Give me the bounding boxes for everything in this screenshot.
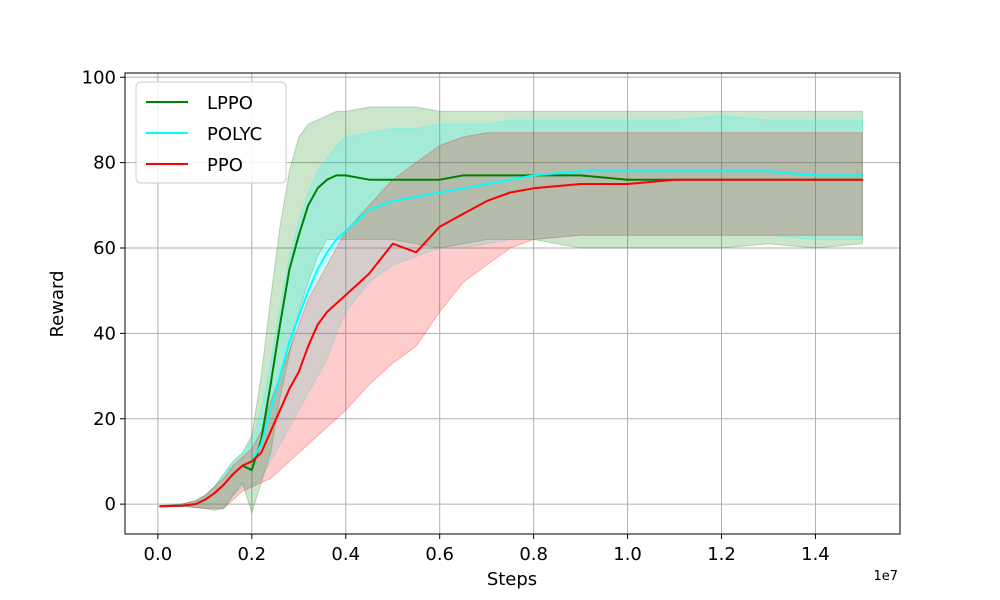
confidence-bands <box>159 106 863 515</box>
legend-label-lppo: LPPO <box>207 93 253 114</box>
x-tick-label: 0.6 <box>425 544 454 565</box>
x-tick-label: 1.2 <box>707 544 736 565</box>
x-tick-label: 0.4 <box>331 544 360 565</box>
band-lppo <box>159 106 863 515</box>
series-lines <box>159 170 864 508</box>
x-tick-label: 0.8 <box>519 544 548 565</box>
y-tick-label: 60 <box>93 238 116 259</box>
x-tick-label: 0.2 <box>237 544 266 565</box>
legend-label-ppo: PPO <box>207 155 243 176</box>
y-axis-label: Reward <box>47 270 68 337</box>
plot-frame <box>124 72 901 535</box>
x-tick-label: 0.0 <box>144 544 173 565</box>
band-polyc <box>159 115 863 509</box>
y-tick-label: 100 <box>82 67 116 88</box>
y-tick-label: 40 <box>93 323 116 344</box>
legend: LPPO POLYC PPO <box>135 81 287 184</box>
grid <box>125 73 900 534</box>
x-tick-label: 1.4 <box>801 544 830 565</box>
y-tick-label: 80 <box>93 153 116 174</box>
line-ppo <box>159 178 864 508</box>
x-axis-ticks: 0.0 0.2 0.4 0.6 0.8 1.0 1.2 1.4 <box>144 534 830 565</box>
x-tick-label: 1.0 <box>613 544 642 565</box>
y-axis-ticks: 0 20 40 60 80 100 <box>82 67 125 515</box>
y-tick-label: 0 <box>105 494 116 515</box>
x-axis-label: Steps <box>487 569 537 590</box>
legend-label-polyc: POLYC <box>207 124 262 145</box>
x-axis-offset-label: 1e7 <box>873 569 898 584</box>
legend-box <box>135 81 287 184</box>
y-tick-label: 20 <box>93 409 116 430</box>
